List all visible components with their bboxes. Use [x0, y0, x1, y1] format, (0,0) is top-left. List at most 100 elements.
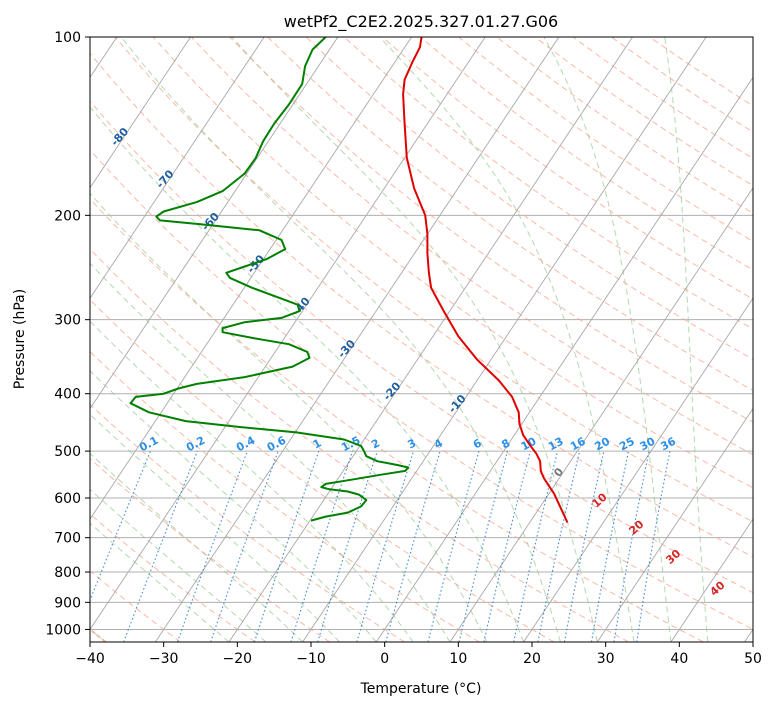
mixing-ratio-line	[537, 450, 581, 642]
moist-adiabat	[90, 488, 267, 642]
x-tick-label: 30	[597, 651, 615, 667]
mixing-ratio-line	[458, 450, 509, 642]
dry-adiabat	[90, 299, 555, 642]
mixing-ratio-line	[123, 450, 198, 642]
mixing-ratio-line	[590, 450, 630, 642]
plot-area: 0.1 0.2 0.4 0.6 1 1.5 2 3 4 6 8 10 13 16 20 25 30 36-100-…	[63, 37, 753, 642]
y-tick-label: 1000	[45, 622, 81, 638]
series-layer	[129, 37, 569, 523]
plot-frame	[89, 36, 754, 643]
series-line-temperature	[402, 37, 569, 523]
y-tick-label: 300	[54, 313, 81, 329]
dry-adiabat	[90, 198, 704, 642]
dry-adiabat	[534, 37, 753, 187]
mixing-ratio-line	[513, 450, 559, 642]
y-tick-label: 500	[54, 444, 81, 460]
skewed-isotherm	[523, 297, 753, 642]
moist-adiabat	[379, 37, 635, 642]
dry-adiabat	[191, 37, 753, 456]
dry-adiabat-label: 10	[590, 490, 610, 510]
moist-adiabat	[664, 37, 709, 642]
skewed-isotherm	[90, 37, 191, 189]
dry-adiabat	[152, 37, 753, 489]
mixing-ratio-label: 20	[592, 435, 612, 454]
mixing-ratio-line	[176, 450, 248, 642]
isotherm-label: -20	[381, 379, 404, 403]
dry-adiabat	[458, 37, 753, 242]
dry-adiabat	[90, 100, 753, 594]
y-tick-label: 400	[54, 387, 81, 403]
y-axis: 100 200 300 400 500 600 700 800 900 1000	[45, 30, 90, 638]
isotherm-label: -30	[335, 337, 358, 361]
x-tick-label: 40	[670, 651, 688, 667]
isotherm-label: -90	[63, 82, 86, 106]
skewed-isotherm	[90, 37, 339, 410]
isotherm-label: -10	[446, 392, 469, 416]
skewed-isotherm	[375, 76, 753, 642]
y-axis-title: Pressure (hPa)	[12, 289, 28, 389]
mixing-ratio-label: 2	[369, 436, 382, 451]
dry-adiabat	[496, 37, 753, 214]
x-tick-label: −30	[149, 651, 179, 667]
moist-adiabat	[543, 37, 672, 642]
y-tick-label: 100	[54, 30, 81, 46]
moist-adiabat	[90, 320, 414, 642]
dry-adiabat	[229, 37, 753, 423]
mixing-ratio-line	[253, 450, 320, 642]
x-tick-label: 20	[523, 651, 541, 667]
y-tick-label: 700	[54, 531, 81, 547]
x-axis: −40 −30 −20 −10 0 10 20 30 40 50	[75, 642, 762, 667]
mixing-ratio-label: 13	[546, 435, 566, 454]
skewed-isotherm	[154, 37, 560, 642]
dry-adiabat	[90, 248, 629, 642]
x-tick-label: −20	[223, 651, 253, 667]
dry-adiabat-label: 30	[663, 547, 683, 567]
skewed-isotherm	[90, 37, 412, 520]
mixing-ratio-line	[356, 450, 415, 642]
skewed-isotherm	[744, 628, 753, 642]
mixing-ratio-label: 16	[568, 435, 588, 454]
mixing-ratio-layer	[90, 450, 671, 642]
skewed-isotherm	[596, 407, 753, 642]
skewed-isotherm	[90, 37, 118, 79]
dry-adiabats-layer	[90, 37, 753, 642]
mixing-ratio-line	[210, 450, 279, 642]
dry-adiabat	[90, 148, 753, 630]
dry-adiabat	[90, 351, 480, 642]
dry-adiabat	[610, 37, 753, 133]
y-tick-label: 600	[54, 491, 81, 507]
skewed-isotherms-layer	[90, 37, 753, 642]
skewed-isotherm	[90, 37, 265, 299]
dry-adiabat	[420, 37, 753, 271]
isotherm-label: -40	[290, 295, 313, 319]
x-tick-label: −10	[296, 651, 326, 667]
moist-adiabat	[90, 370, 377, 642]
y-tick-label: 200	[54, 208, 81, 224]
mixing-ratio-line	[317, 450, 378, 642]
mixing-ratio-label: 4	[432, 436, 445, 451]
moist-adiabats-layer	[90, 37, 709, 642]
mixing-ratio-line	[90, 450, 152, 602]
moist-adiabat	[90, 106, 525, 642]
mixing-ratio-label: 30	[638, 435, 658, 454]
mixing-ratio-label: 36	[658, 435, 678, 454]
skewed-isotherm	[670, 518, 753, 642]
moist-adiabat	[90, 522, 230, 642]
y-tick-label: 900	[54, 595, 81, 611]
isotherm-label: -80	[108, 125, 131, 149]
skewed-isotherm	[449, 186, 753, 642]
isotherm-label: -50	[244, 252, 267, 276]
moist-adiabat	[90, 262, 451, 642]
mixing-ratio-line	[290, 450, 354, 642]
grid-layer	[90, 37, 753, 630]
dry-adiabat-label: 40	[707, 578, 727, 598]
mixing-ratio-line	[483, 450, 531, 642]
moist-adiabat	[90, 413, 340, 642]
dry-adiabat	[90, 513, 256, 642]
mixing-ratio-line	[385, 450, 441, 642]
x-axis-title: Temperature (°C)	[360, 681, 482, 697]
y-tick-label: 800	[54, 565, 81, 581]
chart-title: wetPf2_C2E2.2025.327.01.27.G06	[284, 12, 558, 32]
mixing-ratio-label: 25	[617, 435, 637, 454]
